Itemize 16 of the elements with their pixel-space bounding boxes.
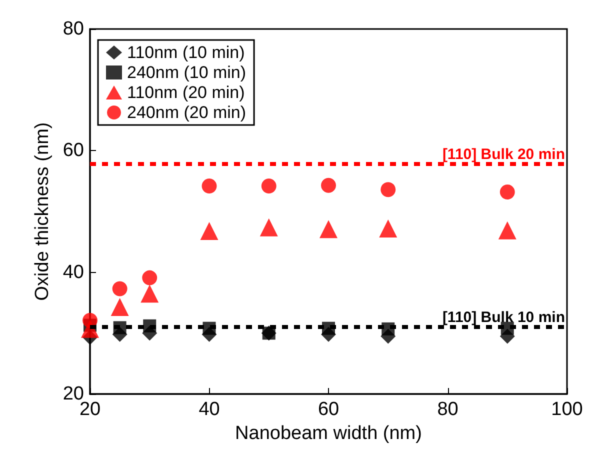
ref-line-label: [110] Bulk 10 min: [442, 309, 565, 326]
x-tick-label: 100: [551, 399, 583, 420]
x-tick-label: 20: [79, 399, 101, 420]
y-tick-label: 60: [62, 140, 84, 162]
legend-label: 110nm (20 min): [127, 83, 245, 102]
legend-label: 240nm (10 min): [127, 63, 246, 82]
x-tick-label: 80: [437, 399, 458, 420]
legend-label: 110nm (10 min): [127, 43, 245, 62]
y-tick-label: 40: [62, 262, 84, 283]
y-tick-label: 80: [62, 18, 84, 40]
y-axis-title: Oxide thickness (nm): [32, 122, 53, 301]
x-axis-title: Nanobeam width (nm): [235, 422, 422, 444]
legend-label: 240nm (20 min): [127, 103, 246, 122]
ref-line-label: [110] Bulk 20 min: [442, 146, 565, 164]
x-tick-label: 60: [318, 399, 340, 420]
x-tick-label: 40: [198, 399, 220, 420]
